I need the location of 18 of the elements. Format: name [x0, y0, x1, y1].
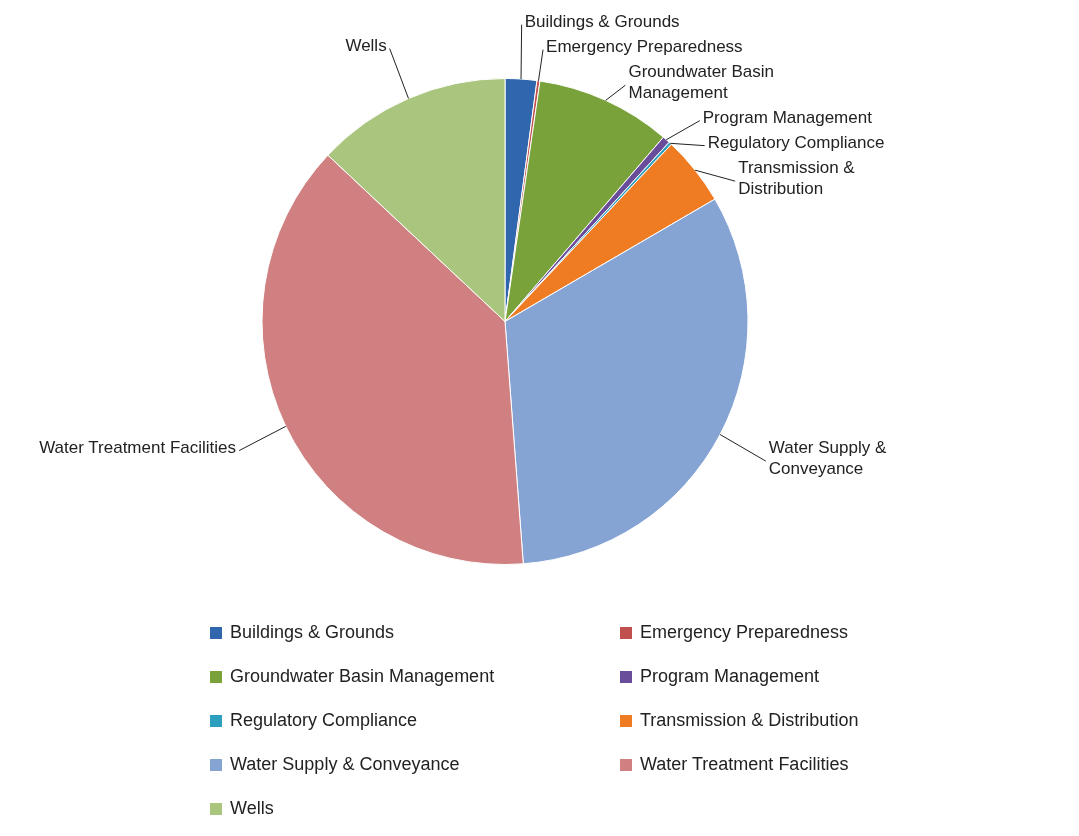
slice-label: Transmission & Distribution — [738, 158, 856, 199]
slice-label: Regulatory Compliance — [707, 133, 885, 153]
slice-label: Water Supply & Conveyance — [768, 438, 887, 479]
legend-label: Buildings & Grounds — [230, 622, 395, 643]
legend-label: Wells — [230, 798, 274, 819]
slice-label: Buildings & Grounds — [524, 12, 680, 32]
legend-label: Program Management — [640, 666, 820, 687]
slice-label: Emergency Preparedness — [546, 37, 743, 57]
legend-label: Regulatory Compliance — [230, 710, 418, 731]
legend-label: Emergency Preparedness — [640, 622, 849, 643]
legend-label: Water Treatment Facilities — [640, 754, 849, 775]
legend-label: Water Supply & Conveyance — [230, 754, 460, 775]
slice-label: Program Management — [702, 108, 873, 128]
slice-label: Water Treatment Facilities — [39, 438, 237, 458]
slice-label: Groundwater Basin Management — [628, 62, 775, 103]
slice-label: Wells — [345, 36, 387, 56]
legend-label: Transmission & Distribution — [640, 710, 859, 731]
legend-label: Groundwater Basin Management — [230, 666, 495, 687]
